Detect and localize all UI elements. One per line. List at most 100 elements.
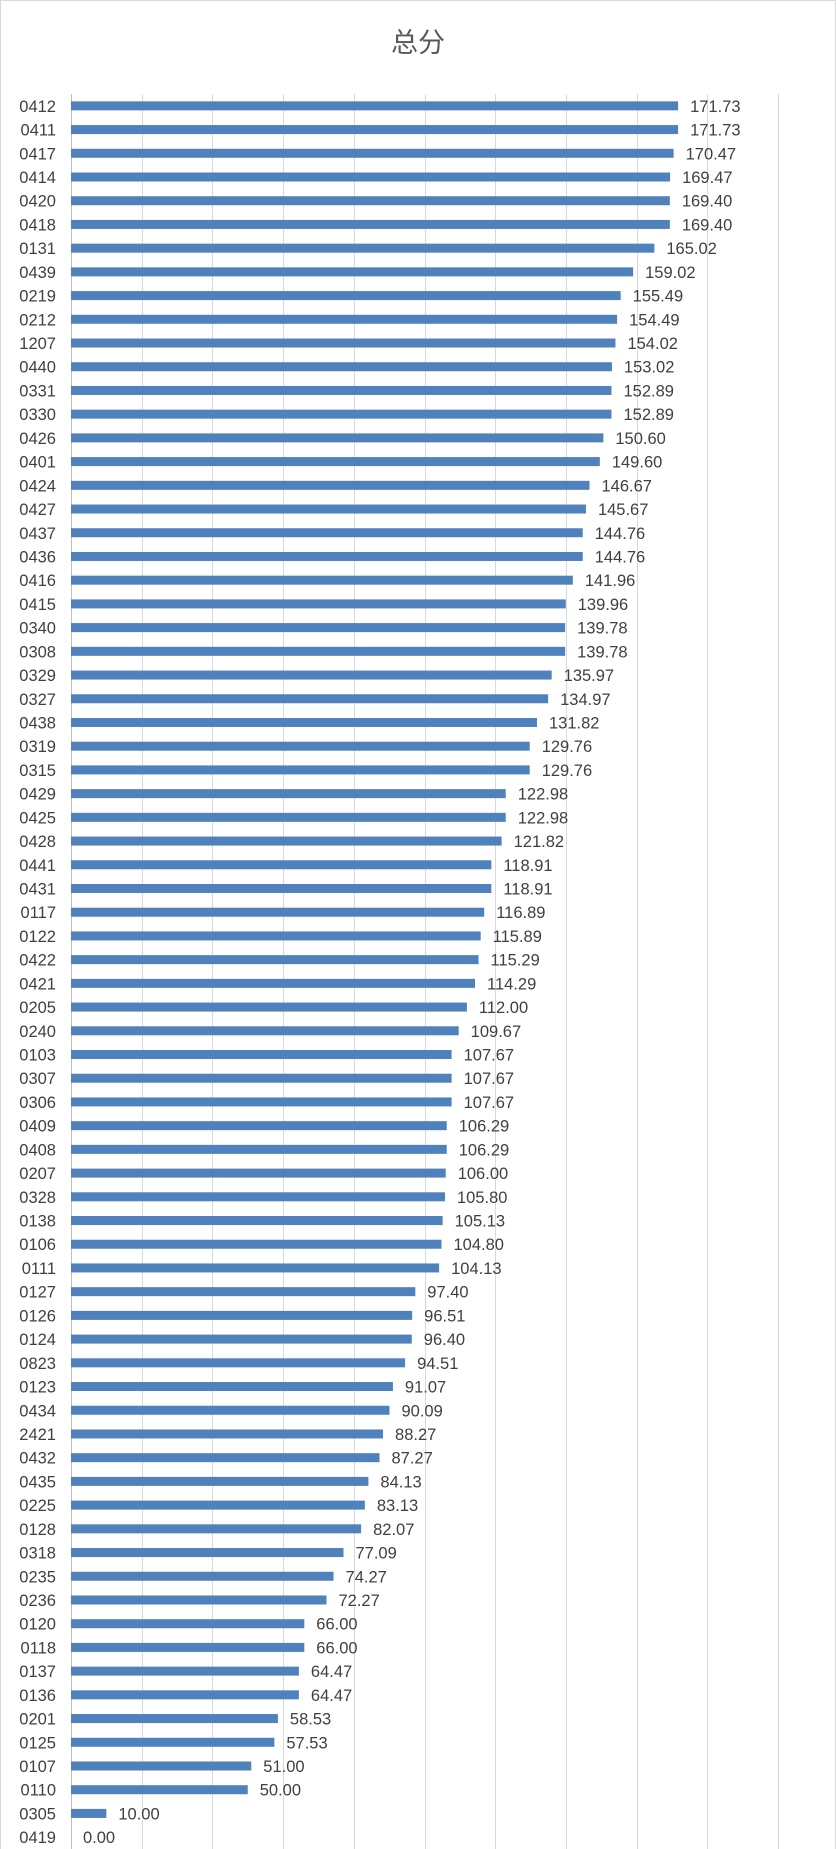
data-label: 169.40 [682, 193, 732, 211]
category-label: 0306 [19, 1094, 56, 1112]
bar [71, 101, 679, 111]
category-label: 0416 [19, 572, 56, 590]
data-label: 94.51 [417, 1355, 458, 1373]
bar [71, 694, 549, 704]
category-label: 0419 [19, 1829, 56, 1847]
data-label: 91.07 [405, 1379, 446, 1397]
category-label: 0422 [19, 952, 56, 970]
data-label: 154.02 [627, 335, 677, 353]
category-label: 0138 [19, 1213, 56, 1231]
bar [71, 575, 573, 585]
bar [71, 362, 612, 372]
category-label: 0137 [19, 1663, 56, 1681]
category-label: 0441 [19, 857, 56, 875]
bar [71, 1476, 369, 1486]
category-label: 0436 [19, 548, 56, 566]
data-label: 51.00 [263, 1758, 304, 1776]
data-label: 106.00 [458, 1165, 508, 1183]
bar [71, 1382, 393, 1392]
data-label: 155.49 [633, 288, 683, 306]
data-label: 144.76 [595, 525, 645, 543]
category-label: 0340 [19, 620, 56, 638]
bar [71, 196, 670, 206]
category-label: 2421 [19, 1426, 56, 1444]
bar [71, 765, 530, 775]
data-label: 64.47 [311, 1687, 352, 1705]
bar [71, 1310, 413, 1320]
data-label: 129.76 [542, 762, 592, 780]
category-label: 0124 [19, 1331, 56, 1349]
data-label: 77.09 [356, 1545, 397, 1563]
category-label: 0424 [19, 477, 56, 495]
data-label: 84.13 [380, 1473, 421, 1491]
data-label: 58.53 [290, 1711, 331, 1729]
bar [71, 1144, 447, 1154]
data-label: 107.67 [464, 1070, 514, 1088]
chart-title: 总分 [391, 28, 445, 58]
bar [71, 291, 621, 301]
category-label: 0305 [19, 1805, 56, 1823]
bar [71, 1287, 416, 1297]
bar [71, 1571, 334, 1581]
category-label: 0136 [19, 1687, 56, 1705]
data-label: 74.27 [346, 1568, 387, 1586]
category-label: 0118 [21, 1639, 56, 1657]
category-label: 0307 [19, 1070, 56, 1088]
bar [71, 457, 600, 467]
bar [71, 1500, 365, 1510]
category-label: 0110 [21, 1782, 56, 1800]
data-label: 139.96 [578, 596, 628, 614]
bar [71, 1002, 467, 1012]
bar [71, 1595, 327, 1605]
data-label: 154.49 [629, 311, 679, 329]
data-label: 150.60 [615, 430, 665, 448]
category-label: 0418 [19, 216, 56, 234]
data-label: 57.53 [286, 1734, 327, 1752]
category-label: 0201 [19, 1711, 56, 1729]
category-label: 0431 [19, 880, 56, 898]
category-labels: 0412 0411 0417 0414 0420 0418 0131 0439 0219 0212… [19, 98, 56, 1847]
data-label: 121.82 [514, 833, 564, 851]
bar [71, 219, 670, 229]
category-label: 0128 [19, 1521, 56, 1539]
category-label: 0425 [19, 809, 56, 827]
data-label: 153.02 [624, 359, 674, 377]
category-label: 0401 [19, 454, 56, 472]
bar [71, 1429, 384, 1439]
data-label: 97.40 [427, 1284, 468, 1302]
data-label: 112.00 [479, 999, 528, 1017]
data-label: 50.00 [260, 1782, 301, 1800]
category-label: 0120 [19, 1616, 56, 1634]
data-label: 141.96 [585, 572, 635, 590]
category-label: 0127 [19, 1284, 56, 1302]
bars [71, 101, 679, 1818]
bar [71, 955, 479, 965]
category-label: 0434 [19, 1402, 56, 1420]
category-label: 0331 [19, 382, 56, 400]
category-label: 0319 [19, 738, 56, 756]
bar [71, 267, 634, 277]
bar [71, 148, 674, 158]
data-label: 171.73 [690, 122, 740, 140]
data-label: 139.78 [577, 643, 627, 661]
bar [71, 1405, 390, 1415]
category-label: 0103 [19, 1047, 56, 1065]
bar [71, 717, 537, 727]
category-label: 0432 [19, 1450, 56, 1468]
bar [71, 978, 476, 988]
bar [71, 1216, 443, 1226]
bar [71, 1524, 362, 1534]
bar [71, 812, 506, 822]
category-label: 0408 [19, 1141, 56, 1159]
bar [71, 409, 612, 419]
data-label: 104.13 [451, 1260, 501, 1278]
bar [71, 551, 583, 561]
data-label: 135.97 [564, 667, 614, 685]
data-label: 107.67 [464, 1047, 514, 1065]
bar [71, 883, 492, 893]
bar [71, 1168, 446, 1178]
data-label: 152.89 [623, 406, 673, 424]
bar [71, 646, 566, 656]
bar [71, 789, 506, 799]
